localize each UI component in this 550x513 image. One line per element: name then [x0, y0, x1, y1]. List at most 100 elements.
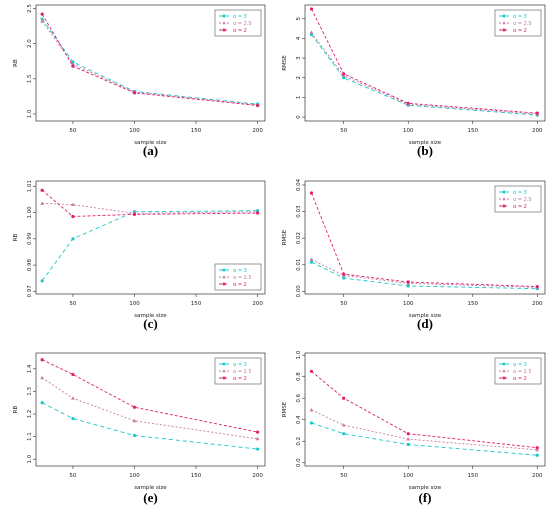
- y-axis-label: RMSE: [282, 55, 288, 71]
- x-tick-label: 150: [467, 128, 478, 134]
- data-point: [71, 396, 75, 400]
- y-tick-label: 0.02: [296, 232, 302, 244]
- chart-panel: 50 100 150 200 1.0 1.5 2.0 2.5 sample size RB α = …: [13, 4, 266, 158]
- series-line: [311, 422, 538, 456]
- series-line: [311, 192, 538, 288]
- x-tick-label: 50: [69, 301, 76, 307]
- data-point: [406, 432, 410, 436]
- legend-marker: [502, 21, 506, 25]
- panel-caption: (f): [419, 490, 432, 505]
- legend-marker: [502, 204, 506, 208]
- data-point: [309, 408, 314, 412]
- data-point: [309, 7, 314, 11]
- panel-caption: (e): [143, 490, 157, 505]
- data-point: [40, 401, 44, 405]
- chart-panel: 50 100 150 200 1.0 1.1 1.2 1.3 1.4 sample size RB α…: [13, 352, 266, 505]
- legend-marker: [222, 275, 226, 279]
- x-tick-label: 150: [467, 301, 478, 307]
- legend-marker: [502, 362, 506, 366]
- x-axis-label: sample size: [134, 313, 167, 319]
- data-point: [132, 212, 137, 216]
- series-line: [41, 359, 258, 433]
- legend-label: α = 2.5: [513, 369, 532, 375]
- legend: α = 3α = 2.5α = 2: [214, 9, 262, 37]
- legend: α = 3α = 2.5α = 2: [494, 357, 542, 385]
- legend-marker: [222, 14, 226, 18]
- y-tick-label: 0.0: [296, 458, 302, 467]
- data-point: [342, 396, 346, 400]
- x-tick-label: 200: [532, 473, 543, 479]
- legend-box: [214, 263, 262, 291]
- x-tick-label: 150: [191, 128, 202, 134]
- y-axis-label: RMSE: [282, 401, 288, 417]
- x-tick-label: 50: [340, 128, 347, 134]
- x-axis-label: sample size: [409, 485, 442, 491]
- data-point: [535, 453, 539, 457]
- y-tick-label: 0: [296, 115, 302, 119]
- data-point: [342, 72, 346, 76]
- y-axis-label: RMSE: [282, 229, 288, 245]
- data-point: [40, 12, 44, 16]
- legend-box: [494, 185, 542, 213]
- series-line: [311, 409, 538, 451]
- legend-label: α = 2: [513, 204, 527, 210]
- series-line: [311, 370, 538, 449]
- x-tick-label: 150: [191, 473, 202, 479]
- data-point: [71, 214, 75, 219]
- legend: α = 3α = 2.5α = 2: [494, 9, 542, 37]
- legend-label: α = 2: [233, 282, 247, 288]
- y-axis-label: RB: [13, 405, 19, 413]
- legend-label: α = 2.5: [233, 21, 252, 27]
- y-tick-label: 0.8: [296, 372, 302, 381]
- series-line: [41, 189, 258, 217]
- data-point: [535, 111, 539, 115]
- legend-label: α = 2.5: [233, 275, 252, 281]
- data-point: [40, 201, 45, 205]
- x-tick-label: 100: [403, 473, 414, 479]
- x-axis-label: sample size: [409, 313, 442, 319]
- data-point: [40, 375, 45, 380]
- y-tick-label: 0.98: [27, 258, 33, 271]
- panel-caption: (a): [143, 143, 158, 158]
- x-tick-label: 100: [129, 301, 140, 307]
- y-tick-label: 1: [296, 96, 302, 100]
- legend-marker: [502, 190, 506, 194]
- data-point: [132, 433, 137, 438]
- data-point: [406, 437, 411, 441]
- data-point: [40, 19, 45, 23]
- x-axis-label: sample size: [134, 485, 167, 491]
- y-tick-label: 1.01: [27, 180, 33, 192]
- plot-frame: [35, 4, 266, 122]
- x-tick-label: 150: [467, 473, 478, 479]
- legend-label: α = 3: [233, 14, 247, 20]
- y-tick-label: 1.3: [27, 387, 33, 396]
- legend-marker: [222, 28, 226, 32]
- data-point: [342, 272, 346, 276]
- data-point: [71, 62, 75, 66]
- y-tick-label: 0.99: [27, 232, 33, 245]
- data-point: [535, 447, 540, 452]
- y-axis-label: RB: [13, 233, 19, 241]
- y-tick-label: 1.0: [27, 109, 33, 118]
- x-axis-label: sample size: [409, 140, 442, 146]
- legend-label: α = 3: [513, 362, 527, 368]
- legend-label: α = 3: [233, 362, 247, 368]
- y-tick-label: 2.5: [27, 4, 33, 13]
- y-tick-label: 0.01: [296, 259, 302, 271]
- data-point: [309, 30, 314, 34]
- legend-label: α = 3: [513, 190, 527, 196]
- x-tick-label: 50: [340, 301, 347, 307]
- series-line: [311, 8, 538, 114]
- legend-label: α = 2.5: [233, 369, 252, 375]
- legend-label: α = 3: [513, 14, 527, 20]
- y-tick-label: 0.2: [296, 437, 302, 446]
- y-tick-label: 2: [296, 76, 302, 80]
- x-tick-label: 100: [129, 473, 140, 479]
- legend: α = 3α = 2.5α = 2: [214, 357, 262, 385]
- x-tick-label: 200: [252, 473, 263, 479]
- y-tick-label: 0.03: [296, 205, 302, 218]
- data-point: [71, 60, 75, 64]
- data-point: [341, 423, 346, 427]
- y-tick-label: 1.4: [27, 364, 33, 373]
